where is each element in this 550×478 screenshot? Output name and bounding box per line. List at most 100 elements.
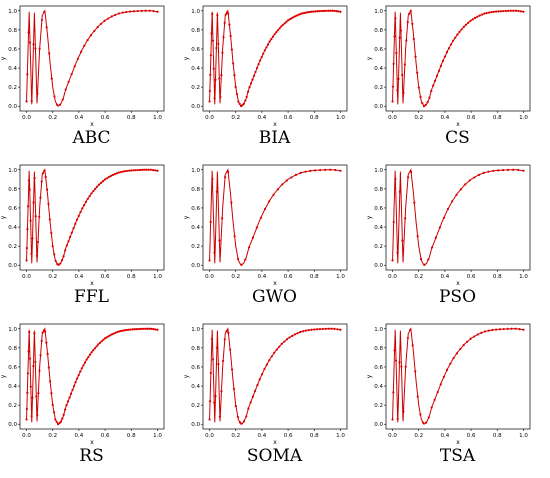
- data-point: [51, 245, 54, 248]
- data-point: [53, 95, 56, 98]
- y-tick-label: 0.2: [374, 85, 383, 91]
- data-point: [393, 349, 396, 352]
- x-tick-label: 0.6: [284, 115, 293, 121]
- data-point: [152, 10, 155, 13]
- data-point: [100, 340, 103, 343]
- data-point: [225, 330, 228, 333]
- data-point: [497, 169, 500, 172]
- data-point: [208, 259, 211, 262]
- data-point: [438, 226, 441, 229]
- axes-frame: [202, 323, 348, 430]
- panel-ffl: 0.0 0.2 0.4 0.6 0.8 1.0 0.0 0.2 0.4 0.6 0.8 1.0 x y FF…: [0, 159, 183, 318]
- data-point: [27, 31, 30, 34]
- data-point: [69, 392, 73, 395]
- y-axis-label: y: [183, 215, 190, 219]
- data-point: [506, 327, 509, 330]
- data-point: [473, 335, 476, 338]
- data-point: [233, 235, 236, 238]
- data-point: [105, 336, 108, 339]
- data-point: [339, 10, 342, 13]
- x-axis-label: x: [90, 280, 94, 287]
- data-point: [99, 181, 103, 185]
- x-tick-label: 0.4: [258, 433, 267, 439]
- x-tick-label: 0.2: [48, 115, 57, 121]
- data-point: [46, 352, 49, 356]
- data-point: [336, 328, 339, 331]
- data-point: [333, 327, 336, 330]
- data-point: [121, 329, 125, 332]
- data-point: [52, 411, 56, 414]
- data-point: [288, 336, 291, 339]
- data-point: [218, 415, 221, 418]
- data-point: [430, 246, 434, 249]
- data-point: [25, 407, 28, 411]
- data-point: [212, 67, 215, 70]
- data-point: [32, 43, 35, 46]
- data-point: [419, 413, 422, 416]
- data-point: [48, 218, 51, 221]
- data-point: [391, 85, 395, 88]
- data-point: [123, 329, 126, 332]
- data-point: [129, 328, 132, 331]
- data-point: [86, 39, 89, 42]
- data-point: [275, 348, 278, 351]
- data-point: [54, 260, 57, 263]
- data-point: [254, 70, 257, 74]
- data-point: [406, 336, 410, 340]
- data-point: [156, 10, 159, 13]
- data-point: [243, 420, 246, 423]
- y-tick-label: 0.2: [191, 85, 200, 91]
- data-point: [125, 328, 128, 332]
- data-point: [439, 383, 442, 386]
- x-tick-label: 0.4: [441, 274, 450, 280]
- y-tick-label: 0.2: [8, 403, 17, 409]
- y-tick-label: 0.6: [8, 47, 17, 53]
- data-point: [321, 327, 324, 331]
- data-point: [424, 421, 428, 424]
- data-point: [247, 407, 250, 410]
- data-point: [270, 355, 273, 358]
- data-point: [442, 375, 445, 378]
- x-tick-label: 0.8: [127, 115, 136, 121]
- data-point: [468, 179, 471, 182]
- x-tick-label: 0.2: [231, 274, 240, 280]
- data-point: [304, 11, 308, 14]
- data-point: [316, 10, 319, 13]
- data-point: [398, 361, 401, 364]
- data-point: [310, 328, 313, 331]
- data-point: [82, 364, 85, 367]
- data-point: [280, 25, 283, 28]
- y-tick-label: 0.4: [8, 384, 17, 390]
- y-tick-label: 0.2: [374, 244, 383, 250]
- y-tick-label: 0.4: [191, 225, 200, 231]
- y-tick-label: 0.4: [191, 66, 200, 72]
- data-point: [118, 330, 121, 333]
- y-tick-label: 0.0: [8, 263, 17, 269]
- data-point: [507, 9, 510, 12]
- data-point: [211, 39, 215, 42]
- data-point: [245, 95, 248, 98]
- data-point: [491, 328, 494, 332]
- data-point: [31, 237, 34, 240]
- data-point: [273, 351, 276, 354]
- x-tick-label: 0.2: [231, 115, 240, 121]
- data-point: [454, 36, 457, 39]
- data-point: [281, 183, 284, 186]
- data-point: [151, 168, 155, 172]
- data-point: [120, 329, 123, 333]
- data-point: [522, 328, 525, 331]
- y-tick-label: 1.0: [374, 9, 383, 15]
- data-point: [394, 178, 397, 181]
- data-point: [127, 328, 130, 331]
- data-point: [28, 188, 31, 191]
- y-tick-label: 0.2: [8, 244, 17, 250]
- data-point: [319, 9, 323, 13]
- data-point: [88, 195, 91, 198]
- data-point: [69, 235, 72, 239]
- data-point: [519, 10, 522, 13]
- data-point: [221, 51, 224, 54]
- axes-frame: [385, 5, 531, 112]
- data-point: [234, 85, 237, 89]
- y-tick-label: 0.2: [191, 403, 200, 409]
- data-point: [424, 103, 427, 106]
